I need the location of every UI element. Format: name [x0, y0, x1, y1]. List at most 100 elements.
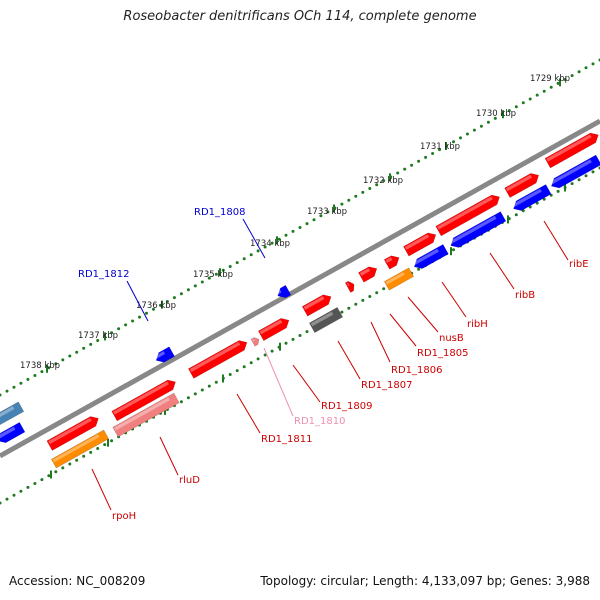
gene-label-rd1-1805[interactable]: RD1_1805	[417, 348, 468, 359]
ruler-upper-minor-tick	[431, 152, 435, 155]
gene-label-ribh[interactable]: ribH	[467, 319, 488, 330]
ruler-lower-minor-tick	[298, 334, 302, 337]
ruler-upper-minor-tick	[542, 89, 546, 93]
ruler-upper-minor-tick	[368, 187, 372, 190]
leader-line-rd1-1805	[389, 313, 417, 347]
ruler-label: 1738 kbp	[20, 361, 60, 371]
gene-label-rlud[interactable]: rluD	[179, 475, 200, 486]
ruler-upper-minor-tick	[235, 261, 239, 265]
map-title: Roseobacter denitrificans OCh 114, compl…	[123, 9, 477, 24]
ruler-label: 1736 kbp	[136, 301, 176, 311]
ruler-lower-minor-tick	[110, 439, 114, 443]
leader-line-nusb	[407, 296, 439, 333]
ruler-upper-minor-tick	[563, 78, 567, 81]
ruler-upper-minor-tick	[556, 81, 560, 85]
ruler-lower-minor-tick	[0, 501, 2, 505]
ruler-upper-minor-tick	[410, 163, 414, 167]
gene-label-ribe[interactable]: ribE	[569, 259, 589, 270]
ruler-lower-minor-tick	[361, 298, 365, 302]
ruler-label: 1735 kbp	[193, 270, 233, 280]
gene-label-rd1-1807[interactable]: RD1_1807	[361, 380, 412, 391]
ruler-lower-minor-tick	[556, 189, 560, 193]
ruler-lower-minor-tick	[542, 197, 546, 201]
gene-arrow-RD1-1809	[301, 294, 332, 317]
ruler-lower-minor-tick	[382, 287, 386, 291]
ruler-upper-minor-tick	[521, 101, 525, 105]
ruler-lower-minor-tick	[207, 384, 211, 388]
gene-arrow-RD1-1807	[344, 280, 355, 293]
gene-arrow-RD1-1811	[188, 340, 248, 379]
gene-label-rd1-1808[interactable]: RD1_1808	[194, 207, 245, 218]
ruler-lower-minor-tick	[5, 497, 9, 501]
leader-line-ribe	[543, 220, 569, 261]
ruler-upper-minor-tick	[110, 331, 114, 335]
ruler-upper-minor-tick	[403, 167, 407, 171]
ruler-lower-minor-tick	[521, 209, 525, 213]
ruler-lower-minor-tick	[82, 454, 86, 458]
ruler-upper-minor-tick	[584, 66, 588, 70]
ruler-upper-minor-tick	[68, 354, 72, 358]
ruler-upper-minor-tick	[528, 97, 532, 101]
ruler-upper-minor-tick	[263, 245, 267, 249]
ruler-upper-minor-tick	[96, 339, 100, 342]
gene-label-rd1-1811[interactable]: RD1_1811	[261, 434, 312, 445]
ruler-upper-ticks	[0, 58, 600, 397]
ruler-upper-minor-tick	[577, 70, 581, 74]
ruler-upper-minor-tick	[486, 120, 490, 124]
ruler-lower-minor-tick	[452, 248, 455, 252]
ruler-lower-minor-tick	[417, 267, 421, 271]
gene-label-rd1-1812[interactable]: RD1_1812	[78, 269, 129, 280]
ruler-upper-minor-tick	[26, 377, 30, 381]
ruler-upper-minor-tick	[326, 210, 330, 214]
ruler-labels: 1729 kbp 1730 kbp 1731 kbp 1732 kbp 1733 kbp…	[20, 74, 570, 371]
ruler-upper-minor-tick	[591, 62, 595, 66]
gene-arrow-RD1-1806	[358, 266, 378, 283]
ruler-upper-minor-tick	[89, 342, 93, 346]
gene-arrow-ribB	[504, 173, 540, 198]
gene-label-rpoh[interactable]: rpoH	[112, 511, 136, 522]
ruler-upper-minor-tick	[5, 389, 9, 393]
ruler-upper-minor-tick	[493, 116, 497, 120]
gene-arrow-ribH	[435, 194, 500, 237]
leader-line-rd1-1809	[292, 364, 321, 403]
ruler-lower-minor-tick	[340, 310, 344, 314]
ruler-upper-minor-tick	[305, 222, 309, 226]
ruler-upper-minor-tick	[193, 284, 197, 288]
ruler-lower-minor-tick	[61, 466, 65, 470]
gene-label-rd1-1809[interactable]: RD1_1809	[321, 401, 372, 412]
ruler-upper-minor-tick	[221, 268, 225, 272]
gene-block-edge-steelblue	[0, 401, 25, 427]
ruler-label: 1737 kbp	[78, 331, 118, 341]
gene-features	[0, 132, 600, 469]
ruler-upper-minor-tick	[242, 257, 246, 261]
ruler-lower-minor-tick	[19, 489, 23, 493]
ruler-upper-minor-tick	[19, 381, 23, 385]
ruler-upper-minor-tick	[47, 366, 51, 370]
gene-label-rd1-1810[interactable]: RD1_1810	[294, 416, 345, 427]
ruler-lower-minor-tick	[375, 291, 379, 295]
ruler-upper-minor-tick	[284, 233, 288, 237]
ruler-lower-minor-tick	[514, 213, 518, 217]
gene-label-rd1-1806[interactable]: RD1_1806	[391, 365, 442, 376]
ruler-upper-minor-tick	[172, 296, 176, 300]
ruler-lower-minor-tick	[263, 353, 267, 357]
ruler-upper-minor-tick	[354, 194, 358, 198]
leader-line-rd1-1810	[263, 347, 294, 417]
ruler-lower-minor-tick	[68, 462, 72, 466]
gene-label-ribb[interactable]: ribB	[515, 290, 535, 301]
accession-text: Accession: NC_008209	[9, 574, 146, 588]
ruler-upper-minor-tick	[152, 307, 155, 311]
gene-arrow-reverse-3	[449, 211, 507, 248]
ruler-upper-minor-tick	[214, 272, 218, 276]
leader-line-ribb	[489, 252, 515, 290]
ruler-upper-minor-tick	[256, 249, 260, 253]
gene-label-nusb[interactable]: nusB	[439, 333, 464, 344]
ruler-lower-minor-tick	[12, 493, 16, 497]
ruler-upper-minor-tick	[165, 300, 169, 303]
ruler-upper-minor-tick	[424, 155, 428, 159]
ruler-upper-minor-tick	[375, 183, 379, 187]
ruler-lower-minor-tick	[179, 400, 183, 404]
ruler-upper-minor-tick	[124, 323, 128, 327]
gene-block-rrna-1	[383, 267, 415, 291]
